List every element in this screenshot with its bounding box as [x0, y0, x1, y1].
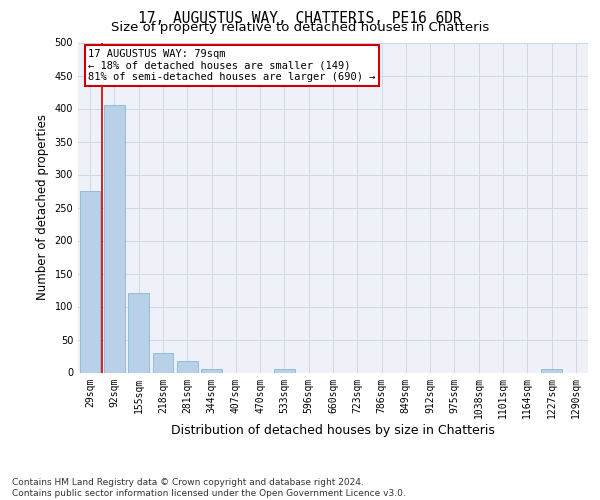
Y-axis label: Number of detached properties: Number of detached properties: [36, 114, 49, 300]
Bar: [152, 352, 173, 372]
Text: 17 AUGUSTUS WAY: 79sqm
← 18% of detached houses are smaller (149)
81% of semi-de: 17 AUGUSTUS WAY: 79sqm ← 18% of detached…: [88, 49, 376, 82]
Bar: [80, 191, 100, 372]
Bar: [128, 294, 149, 372]
Bar: [201, 369, 222, 372]
Text: Contains HM Land Registry data © Crown copyright and database right 2024.
Contai: Contains HM Land Registry data © Crown c…: [12, 478, 406, 498]
Bar: [177, 362, 197, 372]
Bar: [104, 105, 125, 372]
Bar: [541, 369, 562, 372]
Text: Size of property relative to detached houses in Chatteris: Size of property relative to detached ho…: [111, 22, 489, 35]
X-axis label: Distribution of detached houses by size in Chatteris: Distribution of detached houses by size …: [171, 424, 495, 437]
Bar: [274, 369, 295, 372]
Text: 17, AUGUSTUS WAY, CHATTERIS, PE16 6DR: 17, AUGUSTUS WAY, CHATTERIS, PE16 6DR: [138, 11, 462, 26]
